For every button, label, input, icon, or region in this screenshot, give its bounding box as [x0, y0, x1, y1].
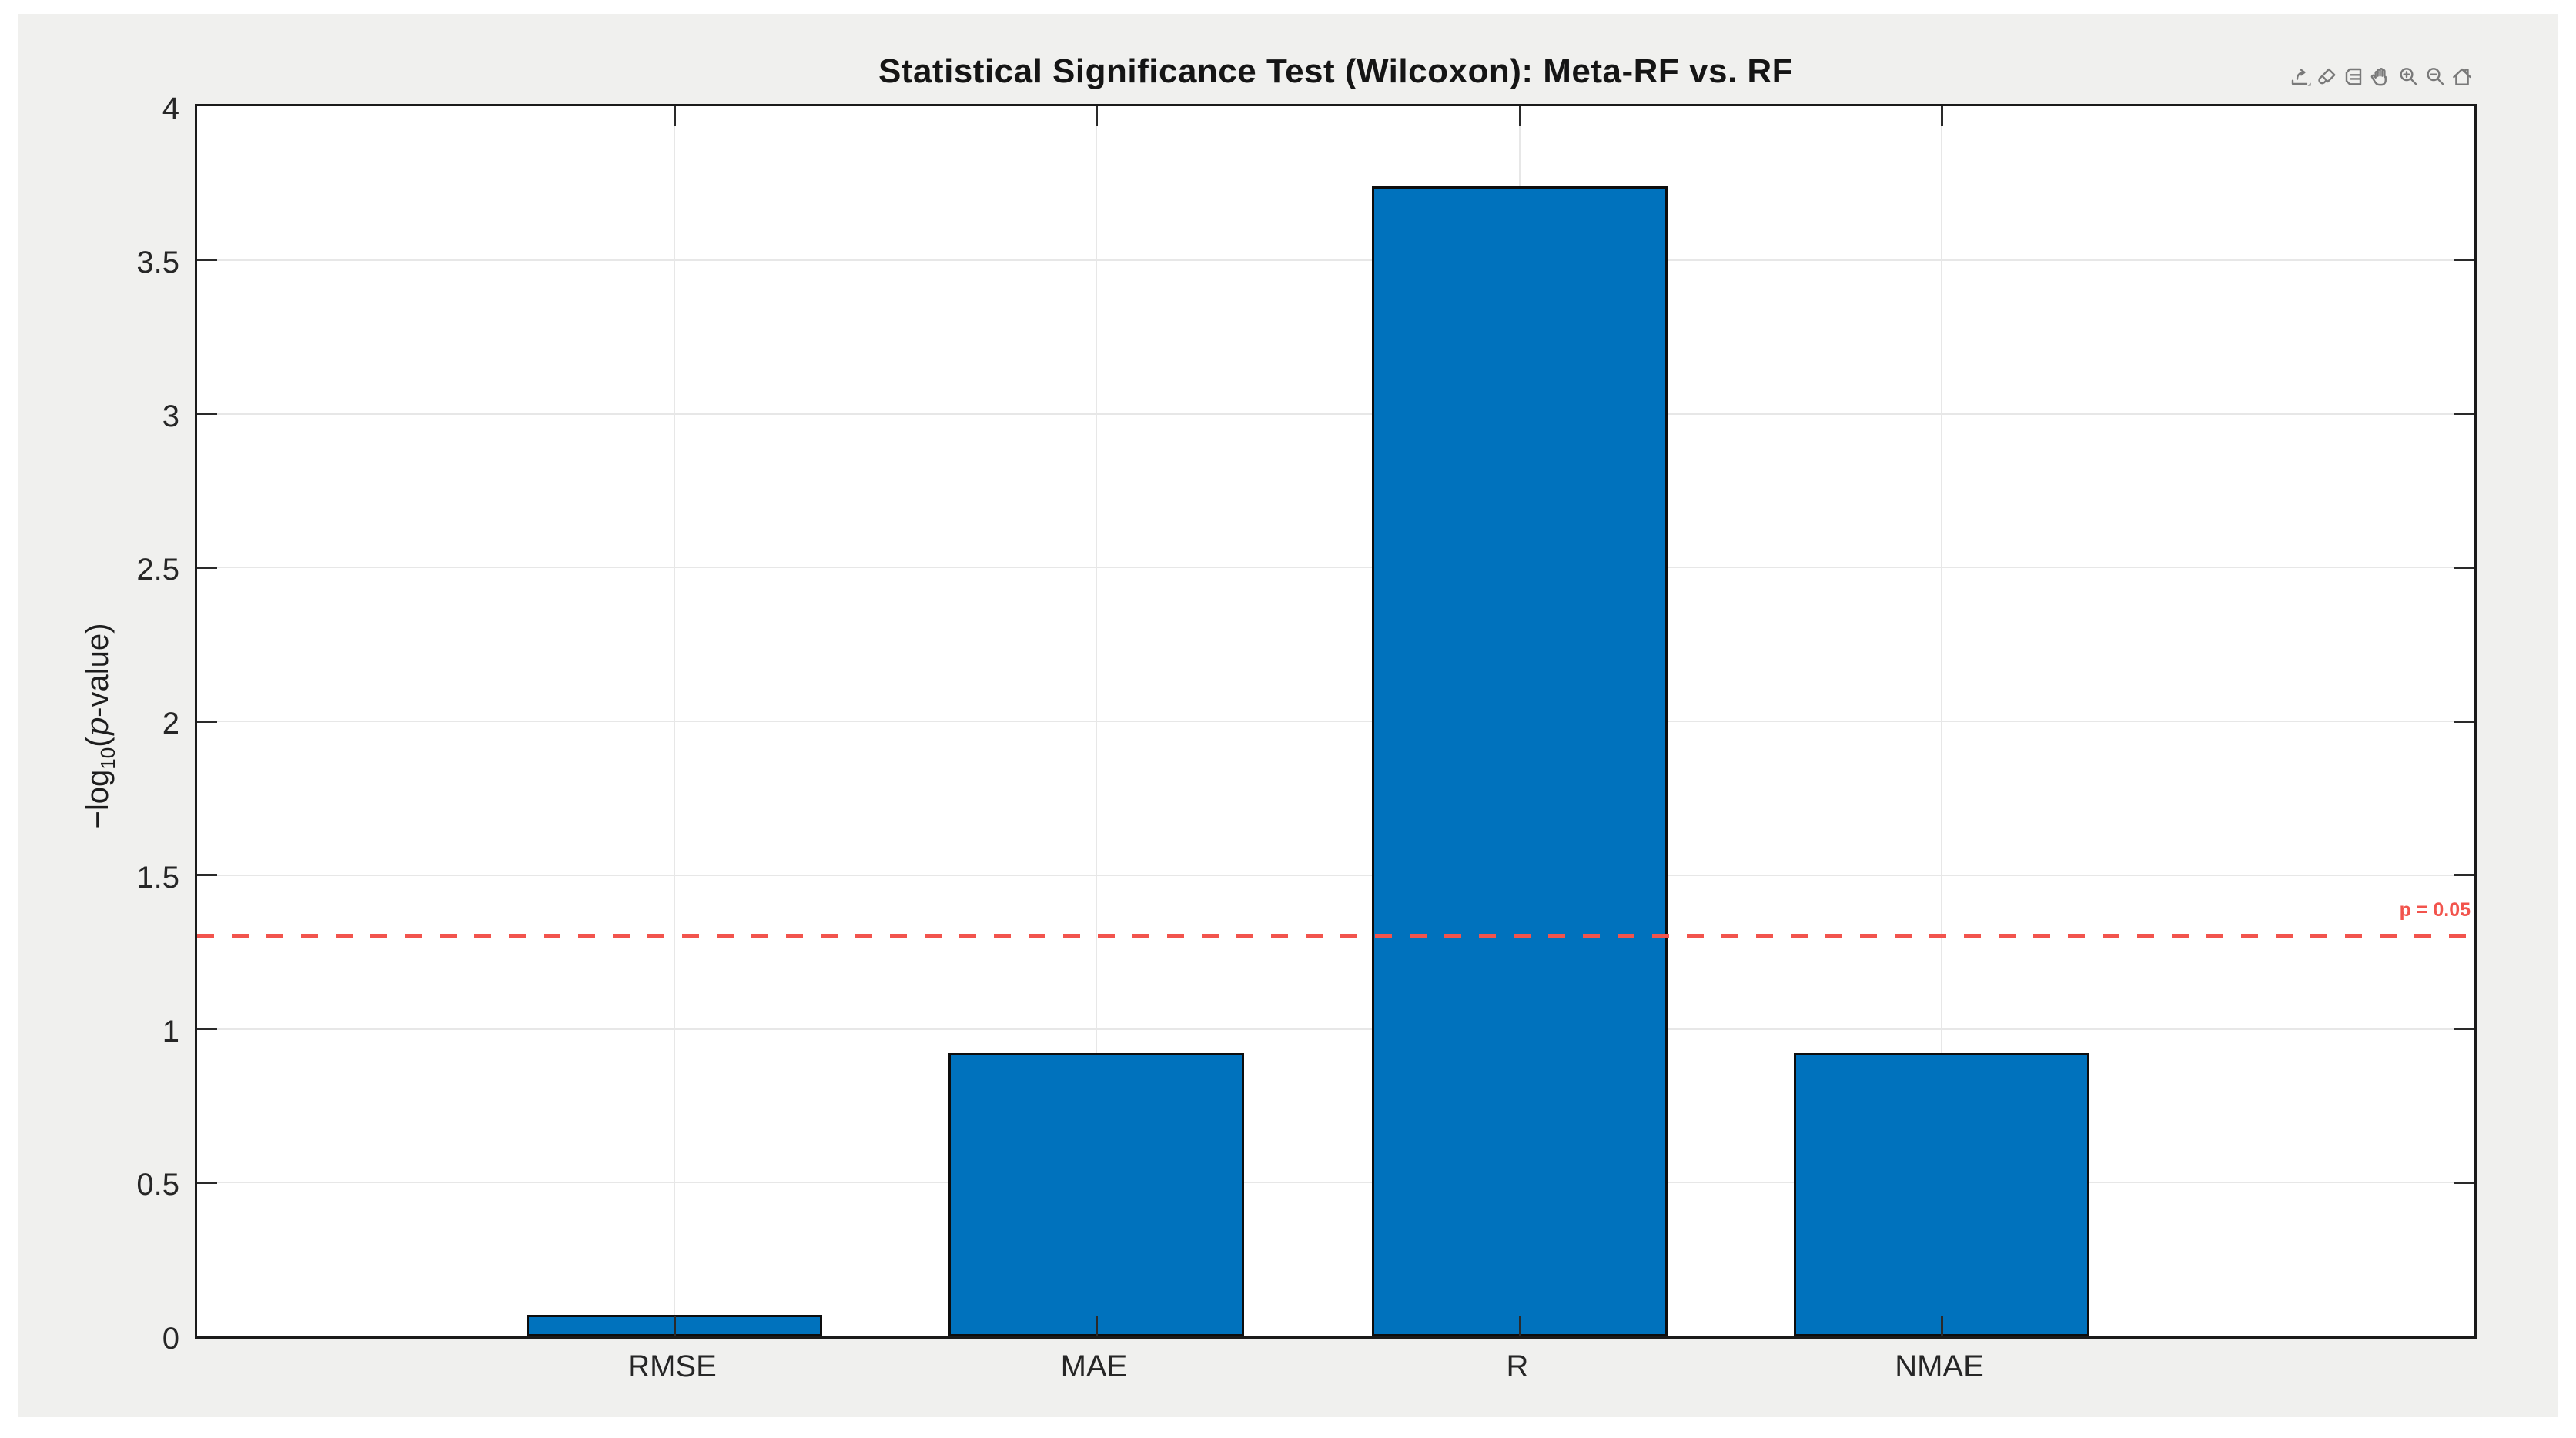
y-tick-mark — [2454, 1028, 2474, 1030]
datatips-icon[interactable] — [2342, 63, 2367, 91]
horizontal-gridline — [197, 1182, 2474, 1184]
horizontal-gridline — [197, 259, 2474, 261]
y-tick-mark — [2454, 874, 2474, 877]
y-tick-label: 0.5 — [136, 1168, 179, 1202]
chart-title: Statistical Significance Test (Wilcoxon)… — [878, 52, 1794, 90]
export-button[interactable] — [2288, 63, 2313, 91]
plot-area — [195, 104, 2477, 1339]
restore-view-home-icon[interactable] — [2450, 63, 2474, 91]
x-tick-mark — [1940, 106, 1943, 126]
x-tick-label: RMSE — [627, 1349, 717, 1383]
y-tick-label: 1 — [162, 1014, 179, 1048]
x-tick-mark — [1095, 106, 1098, 126]
y-tick-mark — [197, 413, 217, 415]
vertical-gridline — [1941, 106, 1942, 1336]
pan-icon[interactable] — [2369, 63, 2394, 91]
x-tick-mark — [673, 1316, 676, 1336]
x-tick-mark — [1518, 1316, 1521, 1336]
axes-toolbar — [2288, 63, 2474, 91]
horizontal-gridline — [197, 1028, 2474, 1030]
significance-threshold-line — [197, 934, 2474, 938]
x-tick-mark — [1518, 106, 1521, 126]
bar-r[interactable] — [1372, 186, 1668, 1336]
x-tick-label: R — [1506, 1349, 1529, 1383]
x-tick-mark — [1095, 1316, 1098, 1336]
y-tick-mark — [2454, 259, 2474, 262]
vertical-gridline — [1096, 106, 1097, 1336]
vertical-gridline — [674, 106, 675, 1336]
y-tick-label: 0 — [162, 1322, 179, 1356]
horizontal-gridline — [197, 874, 2474, 876]
x-tick-label: NMAE — [1895, 1349, 1984, 1383]
y-tick-mark — [197, 720, 217, 723]
y-tick-mark — [197, 1028, 217, 1030]
zoom-in-icon[interactable] — [2396, 63, 2420, 91]
horizontal-gridline — [197, 567, 2474, 569]
x-tick-mark — [673, 106, 676, 126]
y-tick-mark — [2454, 413, 2474, 415]
y-tick-mark — [2454, 1181, 2474, 1184]
y-tick-label: 3.5 — [136, 245, 179, 279]
y-tick-mark — [2454, 566, 2474, 569]
horizontal-gridline — [197, 413, 2474, 415]
figure-canvas: Statistical Significance Test (Wilcoxon)… — [18, 14, 2558, 1417]
y-tick-label: 3 — [162, 399, 179, 433]
bar-nmae[interactable] — [1794, 1053, 2089, 1336]
y-axis-label-prefix: −log — [81, 769, 115, 829]
y-tick-label: 2 — [162, 707, 179, 741]
y-tick-mark — [197, 566, 217, 569]
y-tick-mark — [197, 1181, 217, 1184]
y-tick-label: 2.5 — [136, 553, 179, 587]
y-tick-label: 1.5 — [136, 860, 179, 895]
x-tick-label: MAE — [1060, 1349, 1128, 1383]
threshold-label: p = 0.05 — [2399, 899, 2471, 921]
y-tick-label: 4 — [162, 92, 179, 125]
horizontal-gridline — [197, 721, 2474, 722]
zoom-out-icon[interactable] — [2423, 63, 2447, 91]
bar-mae[interactable] — [948, 1053, 1244, 1336]
y-tick-mark — [197, 259, 217, 262]
y-axis-label-subscript: 10 — [96, 747, 119, 770]
x-tick-mark — [1940, 1316, 1943, 1336]
y-tick-mark — [2454, 720, 2474, 723]
y-tick-mark — [197, 874, 217, 877]
brush-icon[interactable] — [2315, 63, 2340, 91]
y-axis-label-suffix: -value) — [81, 623, 115, 717]
